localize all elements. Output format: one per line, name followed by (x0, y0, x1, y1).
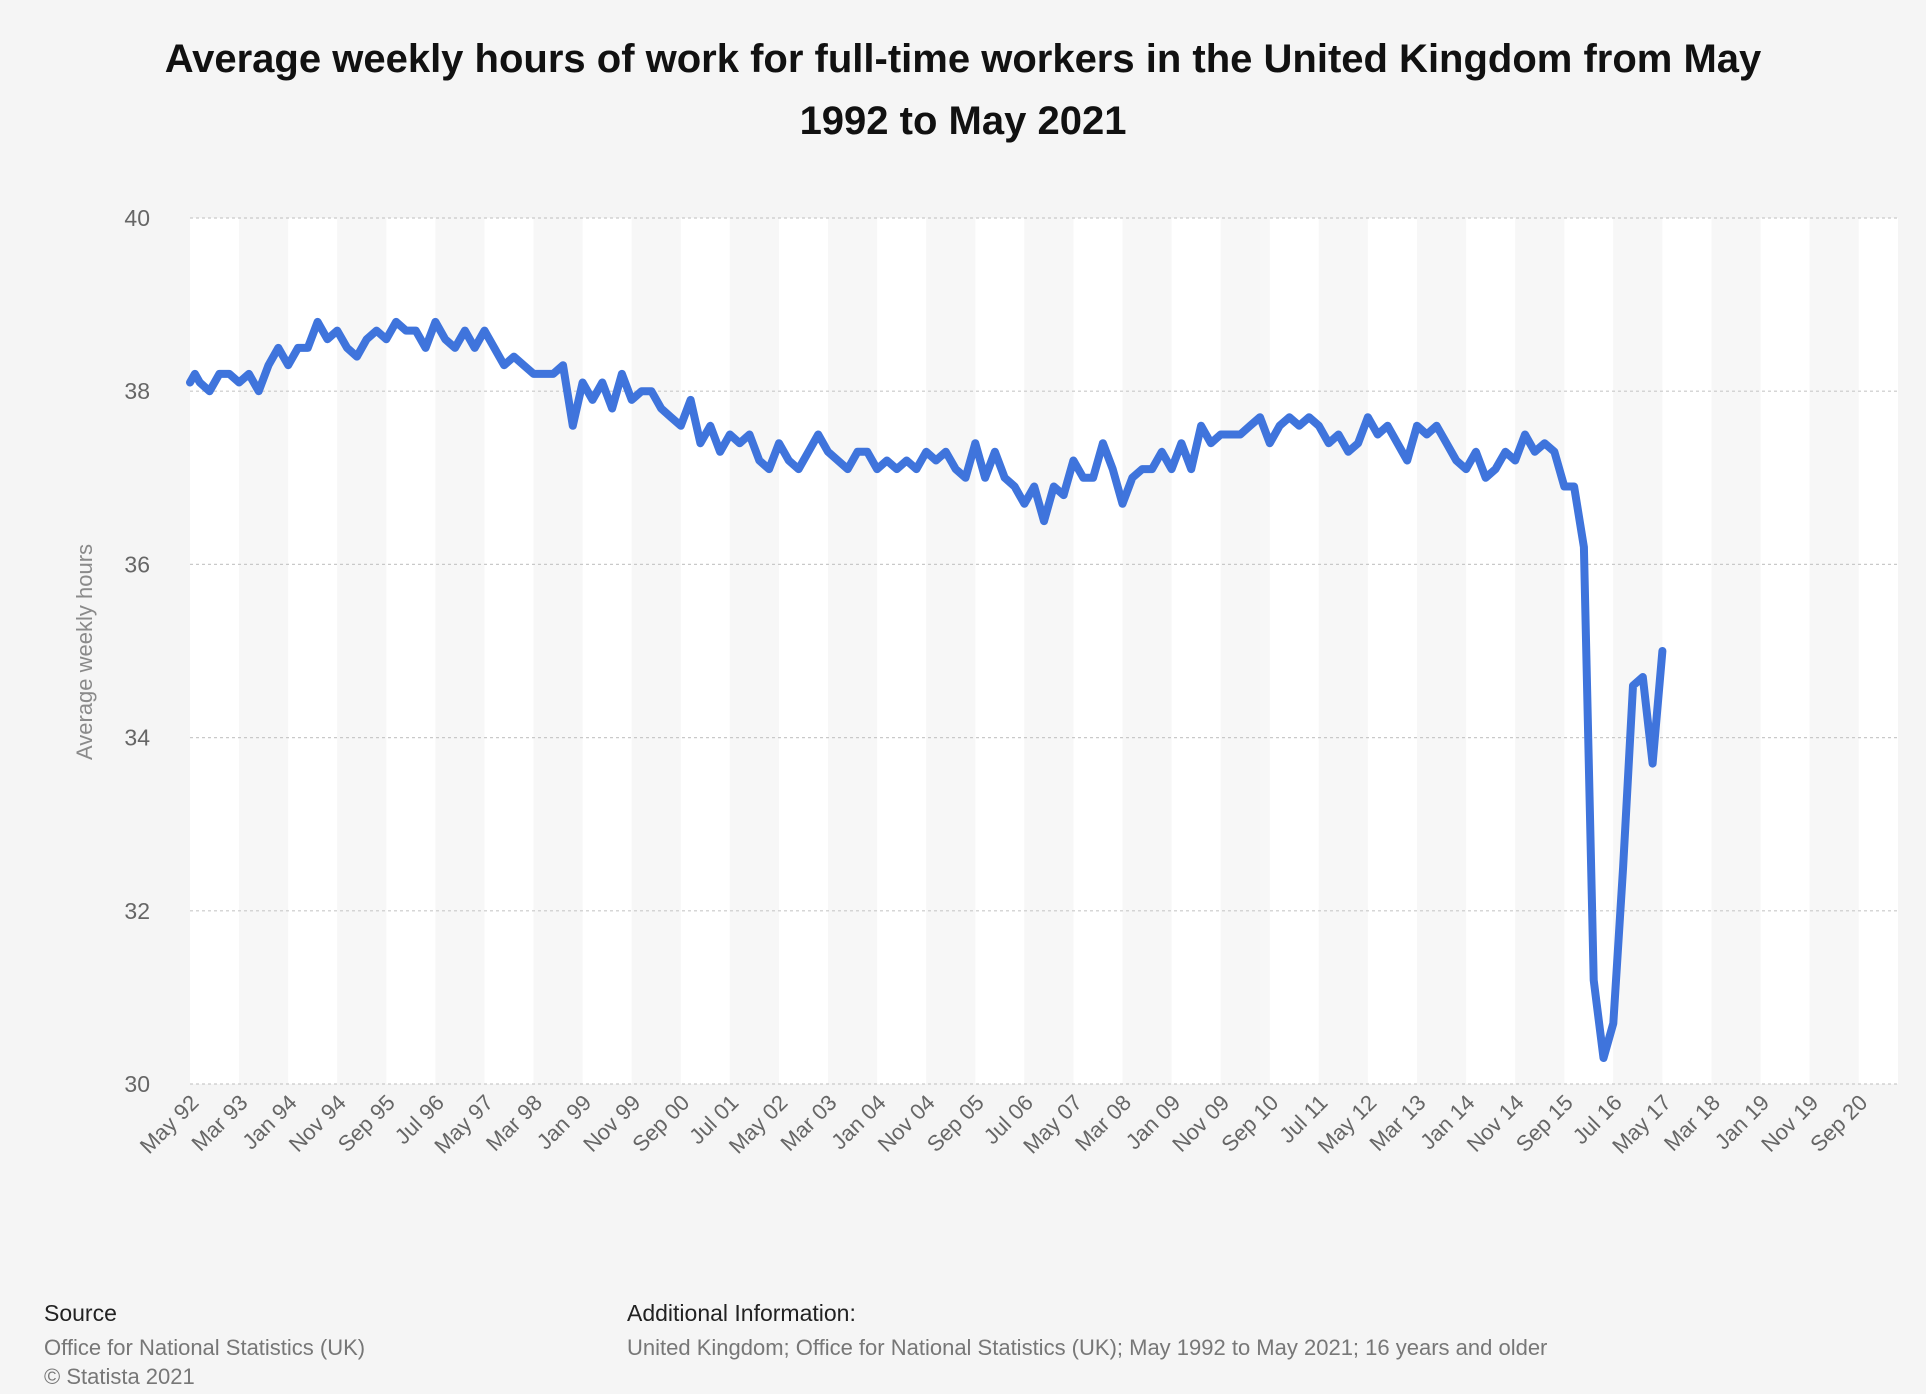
column-band (1760, 218, 1810, 1084)
column-band (239, 218, 289, 1084)
column-band (926, 218, 976, 1084)
column-band (1711, 218, 1761, 1084)
x-tick-label: Mar 03 (775, 1090, 841, 1156)
column-band (1171, 218, 1221, 1084)
y-tick-label: 40 (124, 205, 150, 231)
column-band (729, 218, 779, 1084)
column-band (1858, 218, 1898, 1084)
additional-info-text: United Kingdom; Office for National Stat… (627, 1335, 1548, 1360)
column-band (190, 218, 240, 1084)
column-band (631, 218, 681, 1084)
x-tick-label: Mar 13 (1364, 1090, 1430, 1156)
column-band (877, 218, 927, 1084)
y-axis-label: Average weekly hours (72, 544, 97, 760)
y-tick-label: 32 (124, 898, 150, 924)
x-tick-label: Mar 98 (481, 1090, 547, 1156)
column-band (386, 218, 436, 1084)
series-line (186, 317, 1667, 1062)
column-band (1515, 218, 1565, 1084)
column-band (828, 218, 878, 1084)
chart-title: Average weekly hours of work for full-ti… (164, 37, 1762, 143)
column-band (1220, 218, 1270, 1084)
source-text[interactable]: Office for National Statistics (UK) (44, 1335, 366, 1360)
column-band (1024, 218, 1074, 1084)
column-band (1809, 218, 1859, 1084)
column-band (1662, 218, 1712, 1084)
x-tick-label: May 92 (135, 1090, 204, 1159)
column-band (1466, 218, 1516, 1084)
column-band (533, 218, 583, 1084)
additional-info-heading: Additional Information: (627, 1300, 856, 1326)
column-band (975, 218, 1025, 1084)
x-tick-label: Mar 93 (187, 1090, 253, 1156)
column-band (288, 218, 338, 1084)
y-axis-ticks: 30 32 34 36 38 40 (124, 205, 150, 1097)
column-band (1122, 218, 1172, 1084)
column-band (680, 218, 730, 1084)
y-tick-label: 30 (124, 1071, 150, 1097)
column-band (337, 218, 387, 1084)
column-band (582, 218, 632, 1084)
y-tick-label: 38 (124, 378, 150, 404)
column-band (1417, 218, 1467, 1084)
source-heading: Source (44, 1300, 117, 1326)
column-band (1269, 218, 1319, 1084)
x-tick-label: Mar 18 (1659, 1090, 1725, 1156)
column-band (1367, 218, 1418, 1084)
y-tick-label: 34 (124, 725, 150, 751)
column-band (778, 218, 829, 1084)
column-band (1073, 218, 1123, 1084)
x-tick-label: Mar 08 (1070, 1090, 1136, 1156)
column-band (435, 218, 485, 1084)
gridlines (190, 217, 1898, 1085)
column-bands (190, 218, 1898, 1084)
copyright-text: © Statista 2021 (44, 1364, 195, 1389)
y-tick-label: 36 (124, 551, 150, 577)
column-band (1318, 218, 1368, 1084)
